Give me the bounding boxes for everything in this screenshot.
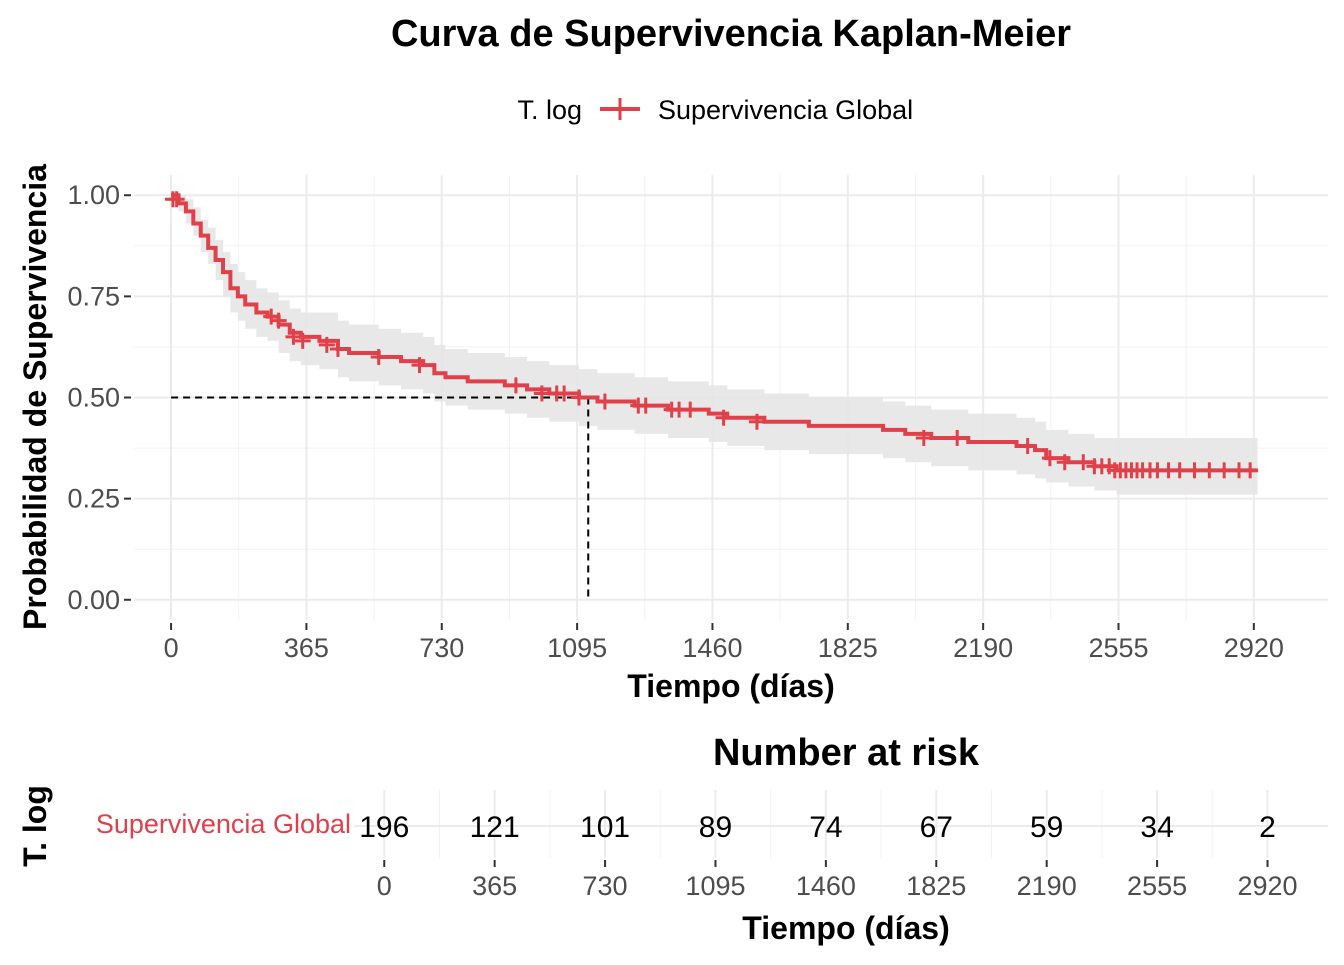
censor-mark xyxy=(1201,462,1218,479)
censor-mark xyxy=(1056,454,1073,471)
risk-x-axis-title: Tiempo (días) xyxy=(742,910,949,946)
x-axis-title: Tiempo (días) xyxy=(627,668,834,704)
risk-y-axis-title: T. log xyxy=(17,785,53,867)
risk-count: 59 xyxy=(1030,811,1063,844)
censor-mark xyxy=(682,401,699,418)
censor-mark xyxy=(637,397,654,414)
legend-entry-label: Supervivencia Global xyxy=(658,95,913,125)
censor-mark xyxy=(285,328,302,345)
risk-table-grid xyxy=(354,790,1328,858)
legend-title: T. log xyxy=(517,95,582,125)
risk-count: 74 xyxy=(809,811,842,844)
y-tick-label: 0.25 xyxy=(67,484,120,514)
risk-count: 196 xyxy=(359,811,409,844)
risk-x-tick-label: 2555 xyxy=(1127,871,1187,901)
risk-count: 34 xyxy=(1140,811,1173,844)
x-tick-label: 2190 xyxy=(953,633,1013,663)
y-tick-label: 0.75 xyxy=(67,281,120,311)
risk-table-title: Number at risk xyxy=(713,732,980,774)
censor-mark xyxy=(411,357,428,374)
censor-mark xyxy=(1171,462,1188,479)
censor-mark xyxy=(507,377,524,394)
censor-mark xyxy=(596,393,613,410)
x-axis-ticks: 0 365 730 1095 1460 1825 2190 2555 2920 xyxy=(164,623,1284,663)
censor-mark xyxy=(294,332,311,349)
x-tick-label: 1825 xyxy=(818,633,878,663)
risk-x-tick-label: 365 xyxy=(472,871,517,901)
censor-mark xyxy=(270,312,287,329)
censor-mark xyxy=(1019,438,1036,455)
risk-x-tick-label: 2920 xyxy=(1237,871,1297,901)
censor-mark xyxy=(915,429,932,446)
legend: T. log Supervivencia Global xyxy=(517,95,913,125)
censor-mark xyxy=(570,389,587,406)
x-tick-label: 0 xyxy=(164,633,179,663)
censor-mark xyxy=(1041,450,1058,467)
censor-mark xyxy=(748,413,765,430)
x-tick-label: 365 xyxy=(284,633,329,663)
confidence-band xyxy=(171,195,1258,495)
censor-mark xyxy=(556,385,573,402)
risk-table-values: 196 121 101 89 74 67 59 34 2 xyxy=(359,811,1276,844)
censor-mark xyxy=(949,429,966,446)
censor-mark xyxy=(1242,462,1259,479)
x-tick-label: 730 xyxy=(419,633,464,663)
legend-key xyxy=(600,98,640,120)
risk-x-tick-label: 730 xyxy=(583,871,628,901)
censor-mark xyxy=(318,336,335,353)
risk-x-tick-label: 1460 xyxy=(796,871,856,901)
censor-mark xyxy=(715,409,732,426)
chart-title: Curva de Supervivencia Kaplan-Meier xyxy=(391,13,1071,55)
censor-mark xyxy=(168,191,185,208)
y-axis-ticks: 0.00 0.25 0.50 0.75 1.00 xyxy=(67,180,131,615)
censor-mark xyxy=(1216,462,1233,479)
x-tick-label: 1460 xyxy=(682,633,742,663)
risk-count: 121 xyxy=(470,811,520,844)
censor-marks xyxy=(164,191,1259,479)
risk-x-tick-label: 1095 xyxy=(685,871,745,901)
x-tick-label: 2920 xyxy=(1224,633,1284,663)
risk-count: 2 xyxy=(1259,811,1276,844)
x-tick-label: 1095 xyxy=(547,633,607,663)
censor-mark xyxy=(370,349,387,366)
censor-mark xyxy=(1075,454,1092,471)
censor-mark xyxy=(329,340,346,357)
risk-x-tick-label: 0 xyxy=(377,871,392,901)
risk-x-tick-label: 1825 xyxy=(906,871,966,901)
censor-mark xyxy=(1186,462,1203,479)
ci-band xyxy=(171,195,1258,495)
y-tick-label: 1.00 xyxy=(67,180,120,210)
y-tick-label: 0.00 xyxy=(67,585,120,615)
censor-mark xyxy=(533,385,550,402)
y-tick-label: 0.50 xyxy=(67,383,120,413)
risk-count: 101 xyxy=(580,811,630,844)
x-tick-label: 2555 xyxy=(1088,633,1148,663)
y-axis-title: Probabilidad de Supervivencia xyxy=(17,164,53,630)
risk-x-tick-label: 2190 xyxy=(1017,871,1077,901)
risk-x-axis-ticks: 0 365 730 1095 1460 1825 2190 2555 2920 xyxy=(377,860,1298,901)
risk-count: 89 xyxy=(699,811,732,844)
risk-strata-label: Supervivencia Global xyxy=(96,809,351,839)
median-guides xyxy=(171,396,590,600)
risk-count: 67 xyxy=(920,811,953,844)
